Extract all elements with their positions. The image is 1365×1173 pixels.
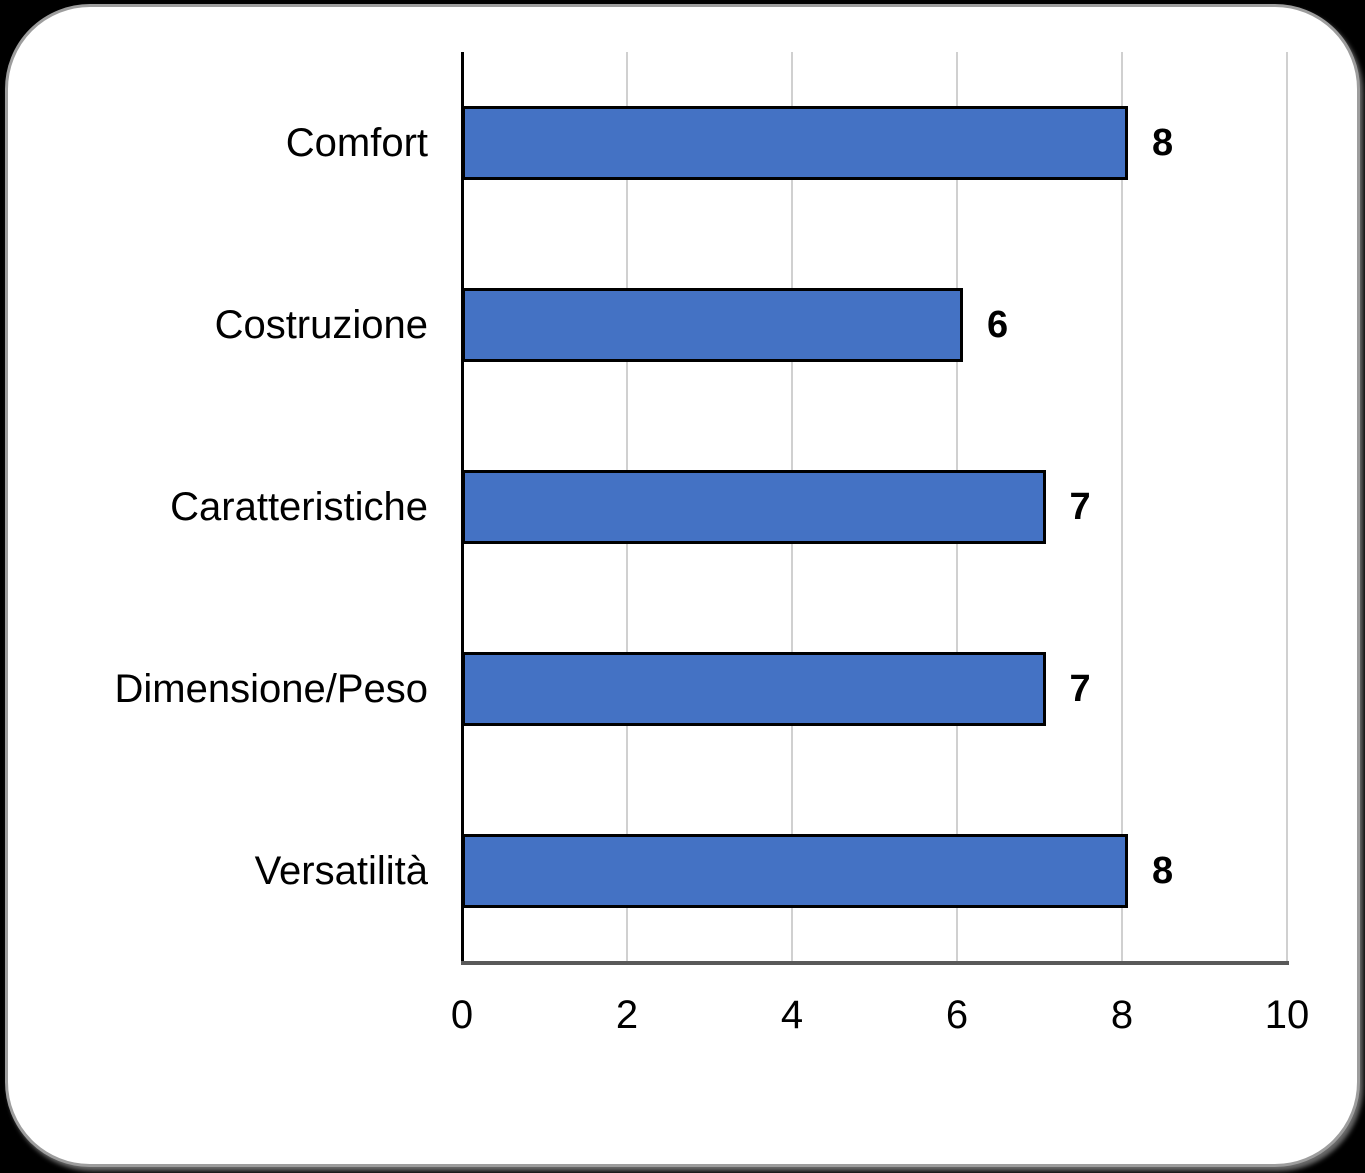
gridline-8: [1121, 52, 1123, 962]
value-label-dimensione-peso: 7: [1069, 668, 1091, 710]
bar-row-costruzione: 6: [462, 234, 1287, 416]
bar-row-caratteristiche: 7: [462, 416, 1287, 598]
bar-comfort: [462, 106, 1128, 180]
x-axis-line: [461, 961, 1289, 965]
gridline-10: [1286, 52, 1288, 962]
category-label-costruzione: Costruzione: [214, 302, 428, 347]
bar-dimensione-peso: [462, 652, 1046, 726]
category-axis-labels: Comfort Costruzione Caratteristiche Dime…: [0, 52, 429, 962]
category-label-comfort: Comfort: [285, 120, 428, 165]
bar-caratteristiche: [462, 470, 1046, 544]
plot-area: 8 6 7 7 8: [461, 52, 1289, 965]
value-label-comfort: 8: [1152, 122, 1174, 164]
bar-row-dimensione-peso: 7: [462, 598, 1287, 780]
x-tick-8: 8: [1110, 993, 1134, 1037]
x-tick-6: 6: [945, 993, 969, 1037]
category-label-dimensione-peso: Dimensione/Peso: [114, 666, 429, 711]
category-label-caratteristiche: Caratteristiche: [170, 484, 428, 529]
x-tick-4: 4: [780, 993, 804, 1037]
bar-row-versatilita: 8: [462, 780, 1287, 962]
category-label-versatilita: Versatilità: [254, 848, 428, 893]
bar-costruzione: [462, 288, 963, 362]
value-label-versatilita: 8: [1152, 850, 1174, 892]
bar-versatilita: [462, 834, 1128, 908]
x-tick-2: 2: [615, 993, 639, 1037]
value-label-costruzione: 6: [987, 304, 1009, 346]
x-tick-0: 0: [450, 993, 474, 1037]
x-tick-10: 10: [1264, 993, 1310, 1037]
chart-card-background: [5, 4, 1360, 1167]
value-label-caratteristiche: 7: [1069, 486, 1091, 528]
bar-row-comfort: 8: [462, 52, 1287, 234]
